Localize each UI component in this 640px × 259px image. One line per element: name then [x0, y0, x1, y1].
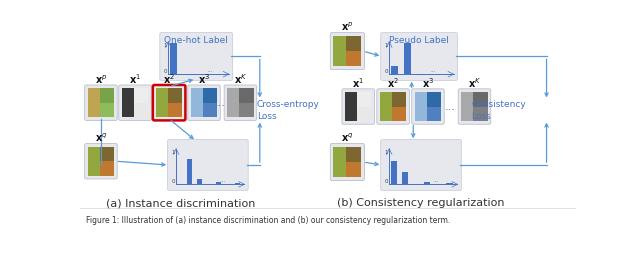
- Bar: [235, 183, 240, 184]
- Text: $\mathbf{x}^2$: $\mathbf{x}^2$: [163, 72, 175, 86]
- FancyBboxPatch shape: [84, 85, 117, 120]
- Bar: [122, 88, 148, 117]
- Text: One-hot Label: One-hot Label: [164, 36, 228, 45]
- Bar: [191, 88, 203, 117]
- FancyBboxPatch shape: [381, 33, 458, 80]
- Bar: [473, 92, 488, 106]
- Bar: [345, 92, 357, 121]
- Text: 1: 1: [385, 44, 388, 48]
- Bar: [333, 147, 346, 177]
- Bar: [391, 66, 398, 74]
- Text: Figure 1: Illustration of (a) instance discrimination and (b) our consistency re: Figure 1: Illustration of (a) instance d…: [86, 216, 451, 225]
- FancyBboxPatch shape: [412, 89, 444, 124]
- Bar: [227, 88, 253, 117]
- Text: $\mathbf{x}^3$: $\mathbf{x}^3$: [198, 72, 210, 86]
- Bar: [391, 161, 397, 184]
- Bar: [88, 147, 114, 176]
- Bar: [170, 44, 177, 74]
- Text: $\mathbf{x}^q$: $\mathbf{x}^q$: [95, 132, 107, 144]
- Text: $\mathbf{x}^p$: $\mathbf{x}^p$: [95, 73, 107, 86]
- Bar: [88, 88, 114, 117]
- Bar: [333, 147, 362, 177]
- Bar: [227, 88, 239, 117]
- Text: 1: 1: [385, 150, 388, 155]
- Text: $\mathbf{x}^1$: $\mathbf{x}^1$: [352, 76, 364, 90]
- Text: ...: ...: [207, 68, 212, 73]
- Text: 1: 1: [172, 150, 175, 155]
- Bar: [346, 36, 362, 51]
- Text: ...: ...: [431, 68, 436, 73]
- Text: $\mathbf{x}^q$: $\mathbf{x}^q$: [341, 132, 353, 144]
- Bar: [156, 88, 168, 117]
- Bar: [239, 88, 253, 103]
- Text: ...: ...: [433, 178, 438, 183]
- Bar: [415, 92, 427, 121]
- FancyBboxPatch shape: [119, 85, 151, 120]
- FancyBboxPatch shape: [458, 89, 491, 124]
- Bar: [196, 179, 202, 184]
- FancyBboxPatch shape: [224, 85, 257, 120]
- Text: $\mathbf{x}^3$: $\mathbf{x}^3$: [422, 76, 434, 90]
- Bar: [461, 92, 488, 121]
- Text: 0: 0: [172, 179, 175, 184]
- Bar: [100, 147, 114, 161]
- Bar: [415, 92, 441, 121]
- Bar: [346, 147, 362, 162]
- Bar: [203, 88, 217, 103]
- Bar: [392, 92, 406, 106]
- Text: Cross-entropy
Loss: Cross-entropy Loss: [257, 100, 319, 121]
- Text: ...: ...: [215, 98, 226, 108]
- Bar: [122, 88, 134, 117]
- FancyBboxPatch shape: [330, 143, 364, 181]
- Text: 0: 0: [164, 69, 167, 74]
- Bar: [333, 36, 346, 67]
- FancyBboxPatch shape: [160, 33, 233, 80]
- Text: Consistency
Loss: Consistency Loss: [472, 100, 526, 121]
- Bar: [333, 36, 362, 67]
- Bar: [380, 92, 392, 121]
- Text: 0: 0: [385, 179, 388, 184]
- FancyBboxPatch shape: [84, 143, 117, 179]
- Bar: [345, 92, 371, 121]
- Text: $\mathbf{x}^K$: $\mathbf{x}^K$: [468, 76, 481, 90]
- Bar: [191, 88, 217, 117]
- Text: 1: 1: [164, 44, 167, 48]
- Text: (b) Consistency regularization: (b) Consistency regularization: [337, 198, 505, 208]
- Text: ...: ...: [220, 178, 225, 183]
- Bar: [404, 44, 411, 74]
- Text: $\mathbf{x}^1$: $\mathbf{x}^1$: [129, 72, 141, 86]
- Bar: [216, 182, 221, 184]
- Bar: [427, 92, 441, 106]
- FancyBboxPatch shape: [330, 33, 364, 70]
- Text: $\mathbf{x}^p$: $\mathbf{x}^p$: [341, 21, 353, 33]
- FancyBboxPatch shape: [153, 85, 186, 120]
- Text: 0: 0: [385, 69, 388, 74]
- FancyBboxPatch shape: [342, 89, 374, 124]
- Bar: [156, 88, 182, 117]
- Bar: [461, 92, 473, 121]
- Bar: [187, 159, 193, 184]
- Text: (a) Instance discrimination: (a) Instance discrimination: [106, 198, 255, 208]
- Bar: [100, 88, 114, 103]
- FancyBboxPatch shape: [168, 140, 248, 190]
- Text: $\mathbf{x}^K$: $\mathbf{x}^K$: [234, 72, 247, 86]
- FancyBboxPatch shape: [188, 85, 220, 120]
- Bar: [424, 182, 430, 184]
- Bar: [402, 172, 408, 184]
- FancyBboxPatch shape: [381, 140, 461, 190]
- Bar: [88, 88, 100, 117]
- Bar: [88, 147, 100, 176]
- Bar: [447, 183, 452, 184]
- FancyBboxPatch shape: [377, 89, 410, 124]
- Text: $\mathbf{x}^2$: $\mathbf{x}^2$: [387, 76, 399, 90]
- Bar: [134, 88, 148, 103]
- Text: ...: ...: [445, 102, 456, 112]
- Text: Pseudo Label: Pseudo Label: [389, 36, 449, 45]
- Bar: [357, 92, 371, 106]
- Bar: [380, 92, 406, 121]
- Bar: [168, 88, 182, 103]
